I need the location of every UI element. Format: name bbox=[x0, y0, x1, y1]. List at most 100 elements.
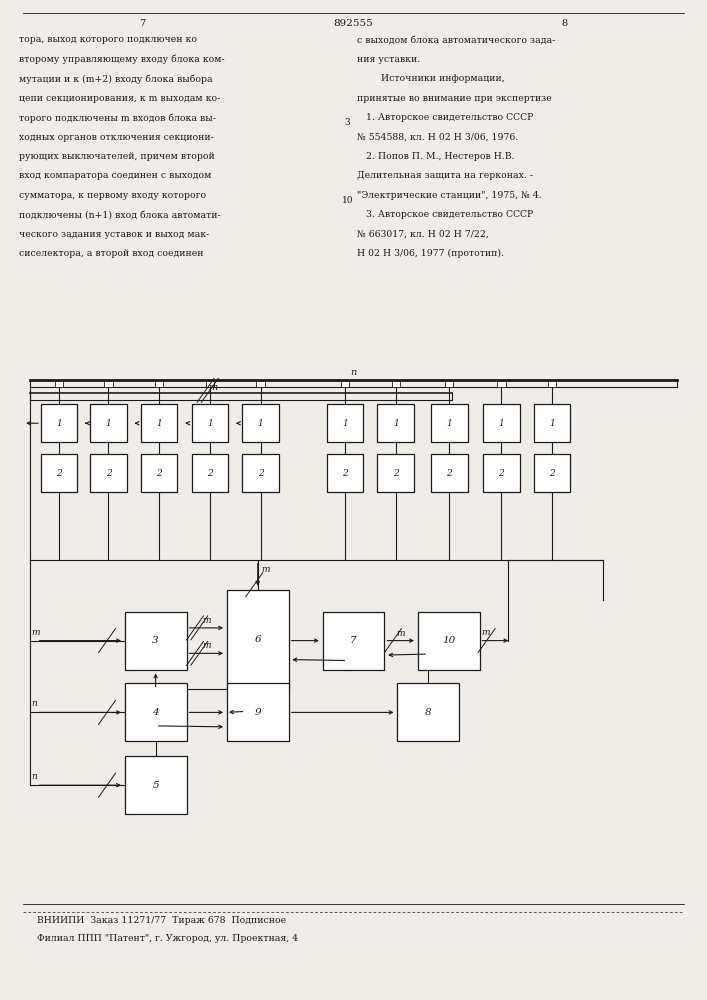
Text: сиселектора, а второй вход соединен: сиселектора, а второй вход соединен bbox=[19, 249, 204, 258]
Text: 10: 10 bbox=[342, 196, 354, 205]
Text: 9: 9 bbox=[255, 708, 261, 717]
Text: 1: 1 bbox=[549, 419, 555, 428]
Text: 2: 2 bbox=[393, 469, 399, 478]
Bar bbox=[90, 404, 127, 442]
Text: 7: 7 bbox=[139, 19, 146, 28]
Bar bbox=[104, 381, 112, 387]
Text: Н 02 Н 3/06, 1977 (прототип).: Н 02 Н 3/06, 1977 (прототип). bbox=[357, 249, 504, 258]
Text: m: m bbox=[208, 383, 217, 392]
Bar bbox=[327, 454, 363, 492]
Bar bbox=[206, 381, 214, 387]
Text: n: n bbox=[31, 699, 37, 708]
Text: № 554588, кл. Н 02 Н 3/06, 1976.: № 554588, кл. Н 02 Н 3/06, 1976. bbox=[357, 133, 518, 142]
Bar bbox=[192, 454, 228, 492]
Text: с выходом блока автоматического зада-: с выходом блока автоматического зада- bbox=[357, 35, 555, 44]
Bar bbox=[378, 454, 414, 492]
Bar bbox=[497, 381, 506, 387]
Bar bbox=[322, 612, 385, 670]
Text: m: m bbox=[31, 628, 40, 637]
Bar bbox=[41, 404, 78, 442]
Text: m: m bbox=[481, 628, 490, 637]
Bar bbox=[534, 454, 571, 492]
Text: № 663017, кл. Н 02 Н 7/22,: № 663017, кл. Н 02 Н 7/22, bbox=[357, 230, 489, 239]
Bar bbox=[141, 454, 177, 492]
Text: 8: 8 bbox=[425, 708, 431, 717]
Text: 2: 2 bbox=[549, 469, 555, 478]
Text: 3: 3 bbox=[152, 636, 159, 645]
Bar bbox=[445, 381, 453, 387]
Bar bbox=[192, 404, 228, 442]
Bar bbox=[392, 381, 400, 387]
Bar bbox=[483, 454, 520, 492]
Text: торого подключены m входов блока вы-: торого подключены m входов блока вы- bbox=[19, 113, 216, 123]
Bar bbox=[90, 454, 127, 492]
Text: 6: 6 bbox=[255, 635, 261, 644]
Text: m: m bbox=[397, 629, 405, 638]
Text: принятые во внимание при экспертизе: принятые во внимание при экспертизе bbox=[357, 94, 551, 103]
Bar bbox=[227, 590, 288, 689]
Text: 2: 2 bbox=[342, 469, 348, 478]
Text: 5: 5 bbox=[152, 781, 159, 790]
Text: 2: 2 bbox=[57, 469, 62, 478]
Bar bbox=[124, 612, 187, 670]
Bar bbox=[243, 454, 279, 492]
Text: 1: 1 bbox=[105, 419, 111, 428]
Text: 2: 2 bbox=[498, 469, 504, 478]
Bar bbox=[124, 683, 187, 741]
Text: ния уставки.: ния уставки. bbox=[357, 55, 420, 64]
Text: 2: 2 bbox=[257, 469, 264, 478]
Text: m: m bbox=[262, 565, 270, 574]
Bar bbox=[397, 683, 459, 741]
Text: 10: 10 bbox=[442, 636, 455, 645]
Text: m: m bbox=[202, 641, 211, 650]
Text: рующих выключателей, причем второй: рующих выключателей, причем второй bbox=[19, 152, 215, 161]
Bar bbox=[431, 454, 467, 492]
Text: 4: 4 bbox=[152, 708, 159, 717]
Bar bbox=[257, 381, 264, 387]
Text: подключены (n+1) вход блока автомати-: подключены (n+1) вход блока автомати- bbox=[19, 210, 221, 219]
Text: ВНИИПИ  Заказ 11271/77  Тираж 678  Подписное: ВНИИПИ Заказ 11271/77 Тираж 678 Подписно… bbox=[37, 916, 286, 925]
Text: Делительная защита на герконах. -: Делительная защита на герконах. - bbox=[357, 171, 533, 180]
Text: 1: 1 bbox=[342, 419, 348, 428]
Text: тора, выход которого подключен ко: тора, выход которого подключен ко bbox=[19, 35, 197, 44]
Bar bbox=[327, 404, 363, 442]
Text: "Электрические станции", 1975, № 4.: "Электрические станции", 1975, № 4. bbox=[357, 191, 542, 200]
Text: Филиал ППП "Патент", г. Ужгород, ул. Проектная, 4: Филиал ППП "Патент", г. Ужгород, ул. Про… bbox=[37, 934, 298, 943]
Text: 1: 1 bbox=[257, 419, 264, 428]
Text: вход компаратора соединен с выходом: вход компаратора соединен с выходом bbox=[19, 171, 211, 180]
Text: 3. Авторское свидетельство СССР: 3. Авторское свидетельство СССР bbox=[357, 210, 533, 219]
Text: 1: 1 bbox=[57, 419, 62, 428]
Bar bbox=[243, 404, 279, 442]
Text: 8: 8 bbox=[561, 19, 568, 28]
Text: 3: 3 bbox=[344, 118, 350, 127]
Text: сумматора, к первому входу которого: сумматора, к первому входу которого bbox=[19, 191, 206, 200]
Text: 2: 2 bbox=[156, 469, 162, 478]
Text: 7: 7 bbox=[350, 636, 357, 645]
Bar bbox=[483, 404, 520, 442]
Bar bbox=[534, 404, 571, 442]
Bar bbox=[418, 612, 479, 670]
Text: 1: 1 bbox=[446, 419, 452, 428]
Text: 2: 2 bbox=[446, 469, 452, 478]
Text: n: n bbox=[31, 772, 37, 781]
Bar bbox=[41, 454, 78, 492]
Text: мутации и к (m+2) входу блока выбора: мутации и к (m+2) входу блока выбора bbox=[19, 74, 213, 84]
Text: 1: 1 bbox=[393, 419, 399, 428]
Text: 2: 2 bbox=[105, 469, 111, 478]
Bar bbox=[124, 756, 187, 814]
Text: 892555: 892555 bbox=[334, 19, 373, 28]
Bar bbox=[227, 683, 288, 741]
Text: Источники информации,: Источники информации, bbox=[357, 74, 505, 83]
Bar bbox=[341, 381, 349, 387]
Bar bbox=[55, 381, 64, 387]
Text: 2: 2 bbox=[207, 469, 213, 478]
Bar bbox=[141, 404, 177, 442]
Bar bbox=[548, 381, 556, 387]
Text: 1: 1 bbox=[156, 419, 162, 428]
Text: второму управляющему входу блока ком-: второму управляющему входу блока ком- bbox=[19, 55, 225, 64]
Bar bbox=[431, 404, 467, 442]
Bar bbox=[155, 381, 163, 387]
Text: 1: 1 bbox=[207, 419, 213, 428]
Text: m: m bbox=[202, 616, 211, 625]
Text: 1. Авторское свидетельство СССР: 1. Авторское свидетельство СССР bbox=[357, 113, 533, 122]
